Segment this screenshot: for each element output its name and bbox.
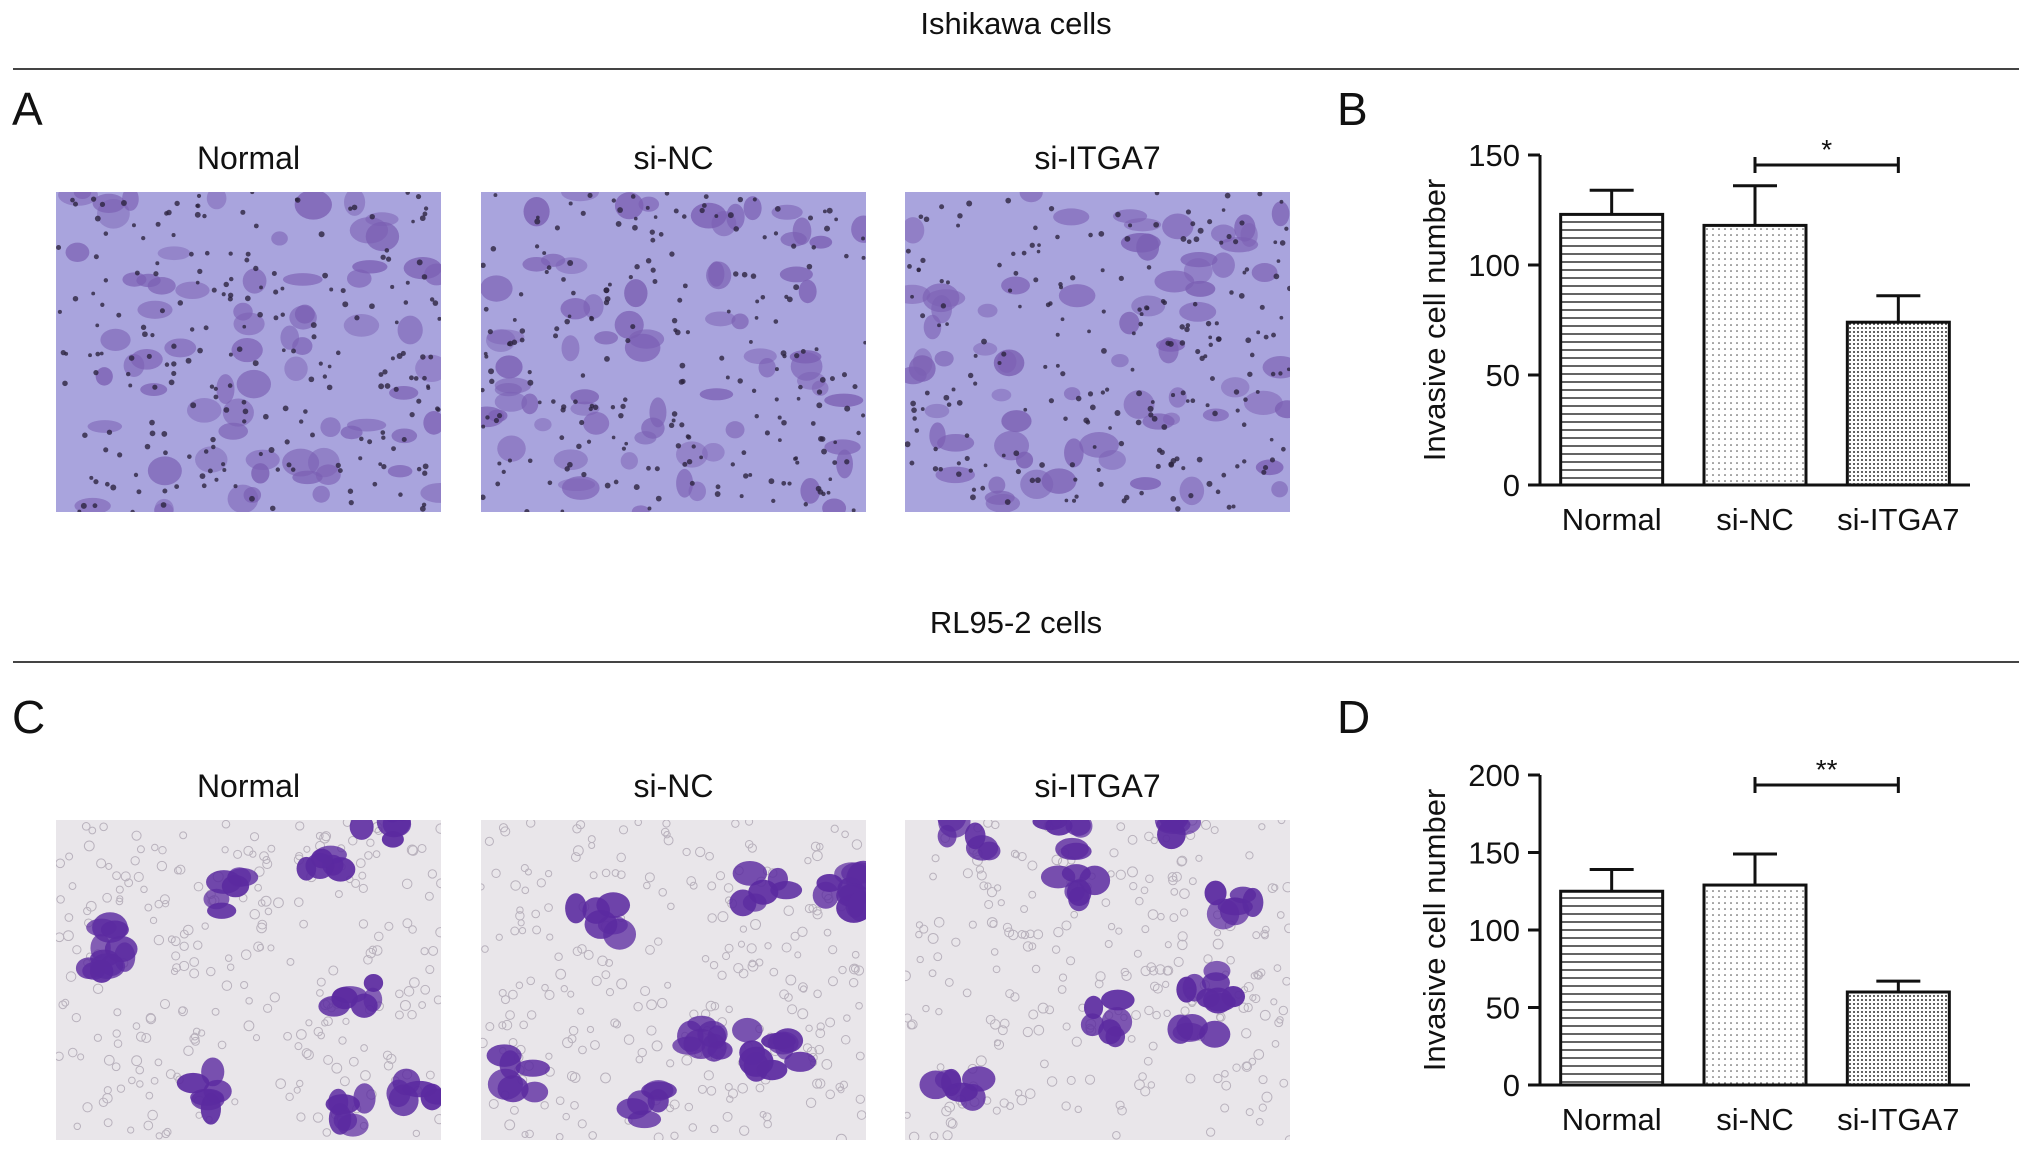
section-divider <box>13 68 2019 70</box>
y-axis-label: Invasive cell number <box>1417 789 1452 1072</box>
significance-label: * <box>1821 134 1832 165</box>
y-tick-label: 0 <box>1503 468 1520 503</box>
bar-chart-rl95-2: 0 50 100 150 200 Invasive cell number Normal si… <box>1380 750 1980 1160</box>
section-title-rl95-2: RL95-2 cells <box>929 605 1103 640</box>
y-tick-label: 100 <box>1468 248 1520 283</box>
x-tick-label: si-ITGA7 <box>1837 1102 1959 1137</box>
bar-chart-ishikawa: 0 50 100 150 Invasive cell number Normal si-NC… <box>1380 130 1980 560</box>
x-tick-label: Normal <box>1562 502 1662 537</box>
panel-label-b: B <box>1337 83 1368 135</box>
x-tick-label: si-ITGA7 <box>1837 502 1959 537</box>
y-tick-label: 150 <box>1468 836 1520 871</box>
section-divider <box>13 661 2019 663</box>
y-axis-label: Invasive cell number <box>1417 179 1452 462</box>
section-title-ishikawa: Ishikawa cells <box>920 6 1112 41</box>
bar-si-itga7 <box>1845 990 1951 1087</box>
image-label-si-nc: si-NC <box>633 768 714 804</box>
bar-normal <box>1559 889 1665 1087</box>
chart-svg: 0 50 100 150 200 Invasive cell number Normal si… <box>1417 754 1970 1137</box>
image-label-si-nc: si-NC <box>633 140 714 176</box>
y-tick-label: 150 <box>1468 138 1520 173</box>
x-tick-label: si-NC <box>1716 502 1794 537</box>
bar-si-nc <box>1702 883 1808 1087</box>
image-label-si-itga7: si-ITGA7 <box>1034 140 1161 176</box>
panel-label-c: C <box>12 691 46 743</box>
chart-svg: 0 50 100 150 Invasive cell number Normal si-NC… <box>1417 134 1970 537</box>
micrograph-rl95-2-normal <box>56 820 441 1140</box>
panel-label-a: A <box>12 83 43 135</box>
bar-normal <box>1559 212 1665 487</box>
bar-si-itga7 <box>1845 320 1951 487</box>
micrograph-rl95-2-si-itga7 <box>905 820 1290 1140</box>
image-label-si-itga7: si-ITGA7 <box>1034 768 1161 804</box>
x-tick-label: Normal <box>1562 1102 1662 1137</box>
y-tick-label: 100 <box>1468 913 1520 948</box>
x-tick-label: si-NC <box>1716 1102 1794 1137</box>
micrograph-rl95-2-si-nc <box>481 820 866 1140</box>
y-tick-label: 0 <box>1503 1068 1520 1103</box>
significance-label: ** <box>1816 754 1838 785</box>
y-tick-label: 50 <box>1486 991 1520 1026</box>
micrograph-ishikawa-si-nc <box>481 192 866 512</box>
y-tick-label: 200 <box>1468 758 1520 793</box>
image-label-normal: Normal <box>196 768 301 804</box>
image-label-normal: Normal <box>196 140 301 176</box>
micrograph-ishikawa-si-itga7 <box>905 192 1290 512</box>
panel-label-d: D <box>1337 691 1371 743</box>
micrograph-ishikawa-normal <box>56 192 441 512</box>
y-tick-label: 50 <box>1486 358 1520 393</box>
bar-si-nc <box>1702 223 1808 487</box>
